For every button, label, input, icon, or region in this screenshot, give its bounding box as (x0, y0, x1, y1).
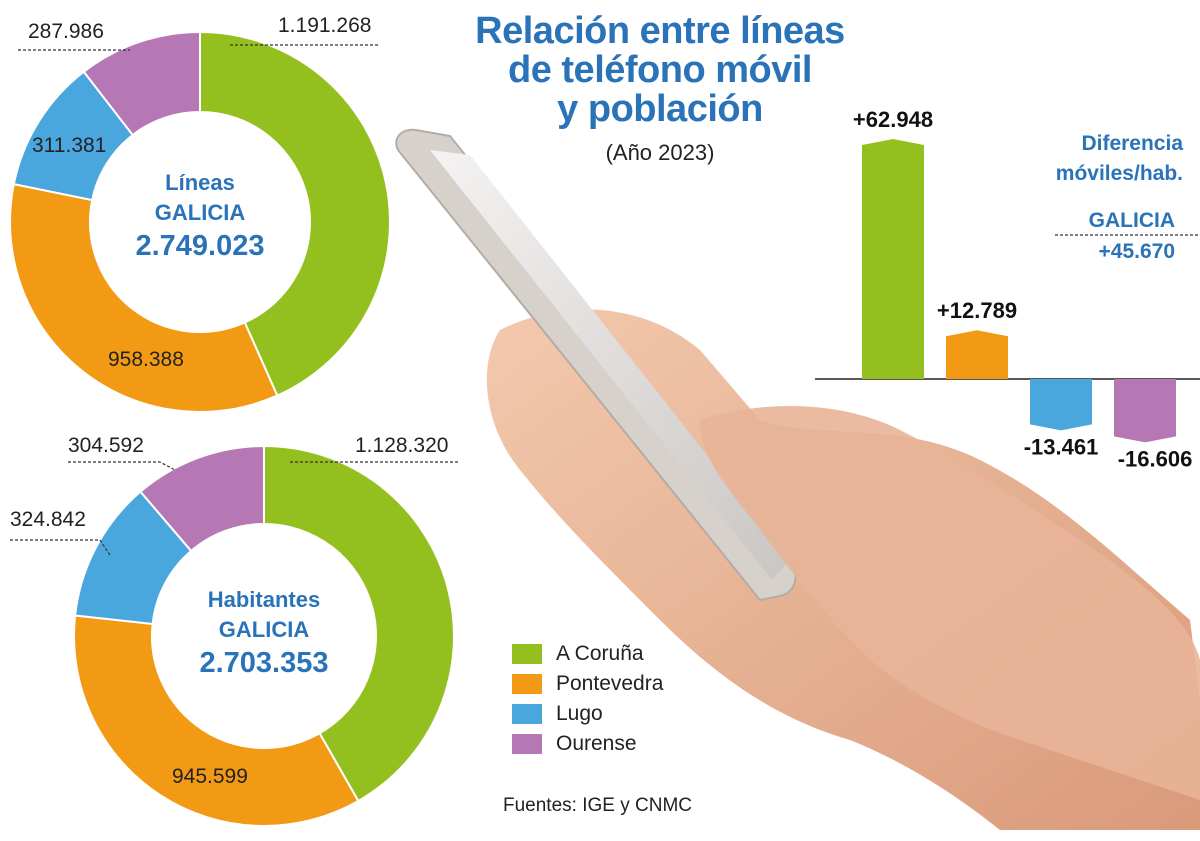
bar-chart-title: móviles/hab. (1056, 162, 1183, 185)
legend-label: A Coruña (556, 642, 644, 665)
title-line: y población (557, 88, 763, 130)
bar (862, 139, 924, 379)
donut-slice (9, 182, 279, 413)
slice-value-label: 1.128.320 (355, 434, 448, 457)
page-title: Relación entre líneas de teléfono móvil … (400, 12, 920, 129)
legend-swatch (512, 674, 542, 694)
bar-value-label: +12.789 (937, 298, 1017, 323)
donut-slice (82, 30, 201, 137)
subtitle: (Año 2023) (605, 140, 715, 165)
donut-slice (73, 614, 360, 827)
leader-line (10, 539, 111, 556)
bar (1114, 379, 1176, 443)
slice-value-label: 945.599 (172, 765, 248, 788)
legend-swatch (512, 704, 542, 724)
bar-value-label: -16.606 (1118, 446, 1193, 471)
bar-chart-title: Diferencia (1081, 132, 1183, 155)
bar (946, 330, 1008, 379)
slice-value-label: 324.842 (10, 508, 86, 531)
slice-value-label: 287.986 (28, 20, 104, 43)
slice-value-label: 1.191.268 (278, 14, 371, 37)
donut-center-label: GALICIA (155, 200, 246, 225)
bar-value-label: -13.461 (1024, 434, 1099, 459)
bar-total-value: +45.670 (1099, 240, 1176, 263)
legend-label: Pontevedra (556, 672, 664, 695)
legend: A Coruña Pontevedra Lugo Ourense (512, 639, 663, 759)
donut-center-value: 2.703.353 (199, 647, 328, 679)
title-line: Relación entre líneas (475, 10, 845, 52)
donut-center-label: GALICIA (219, 617, 310, 642)
donut-slice (199, 30, 391, 397)
donut-slice (139, 444, 265, 553)
bar-value-label: +62.948 (853, 107, 933, 132)
slice-value-label: 311.381 (32, 134, 106, 157)
hand-holding-phone-illustration (395, 128, 1200, 830)
bar (1030, 379, 1092, 431)
phone-screen (430, 150, 790, 580)
legend-item: Lugo (512, 699, 663, 729)
donut-slice (263, 444, 455, 803)
legend-item: A Coruña (512, 639, 663, 669)
leader-line (68, 461, 176, 471)
legend-item: Ourense (512, 729, 663, 759)
legend-swatch (512, 734, 542, 754)
donut-center-value: 2.749.023 (135, 230, 264, 262)
source-note: Fuentes: IGE y CNMC (503, 795, 692, 816)
donut-center-label: Habitantes (208, 587, 320, 612)
donut-center-label: Líneas (165, 170, 235, 195)
slice-value-label: 958.388 (108, 348, 184, 371)
bar-total-label: GALICIA (1089, 209, 1175, 232)
slice-value-label: 304.592 (68, 434, 144, 457)
title-line: de teléfono móvil (508, 49, 812, 91)
legend-item: Pontevedra (512, 669, 663, 699)
upper-hand (700, 406, 1200, 800)
legend-label: Ourense (556, 732, 637, 755)
legend-label: Lugo (556, 702, 603, 725)
legend-swatch (512, 644, 542, 664)
